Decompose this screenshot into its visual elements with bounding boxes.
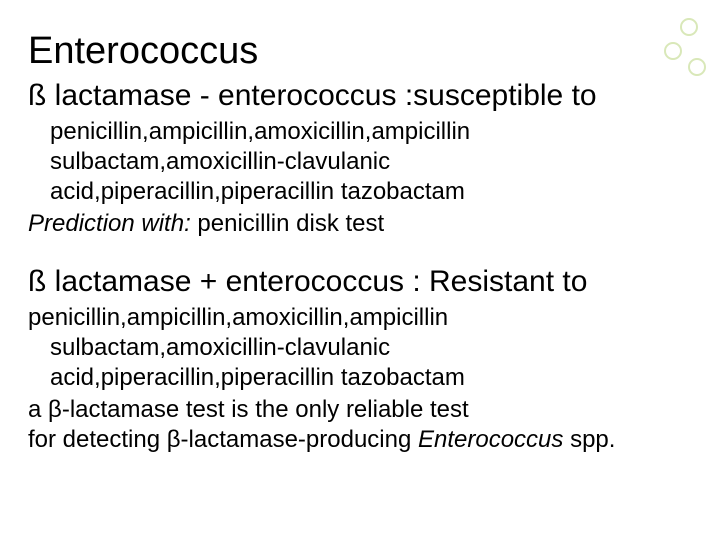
section2-tail-1: a β-lactamase test is the only reliable … [28, 395, 692, 425]
corner-bullet-2 [664, 42, 682, 60]
corner-bullet-1 [680, 18, 698, 36]
section2-heading: ß lactamase + enterococcus : Resistant t… [28, 265, 692, 299]
slide-title: Enterococcus [28, 30, 692, 73]
prediction-rest: penicillin disk test [191, 210, 384, 237]
section1-line-2: sulbactam,amoxicillin-clavulanic [50, 147, 692, 177]
section2-line-2: sulbactam,amoxicillin-clavulanic [50, 333, 692, 363]
section2-tail-2: for detecting β-lactamase-producing Ente… [28, 425, 692, 455]
tail2-post: spp. [563, 426, 615, 453]
section2-line-3: acid,piperacillin,piperacillin tazobacta… [50, 363, 692, 393]
section1-prediction: Prediction with: penicillin disk test [28, 209, 692, 239]
section1-heading: ß lactamase - enterococcus :susceptible … [28, 79, 692, 113]
corner-bullet-3 [688, 58, 706, 76]
tail2-italic: Enterococcus [418, 426, 563, 453]
tail2-pre: for detecting β-lactamase-producing [28, 426, 418, 453]
section1-line-1: penicillin,ampicillin,amoxicillin,ampici… [50, 117, 692, 147]
section2-line-1: penicillin,ampicillin,amoxicillin,ampici… [28, 303, 692, 333]
prediction-prefix: Prediction with: [28, 210, 191, 237]
section1-line-3: acid,piperacillin,piperacillin tazobacta… [50, 177, 692, 207]
